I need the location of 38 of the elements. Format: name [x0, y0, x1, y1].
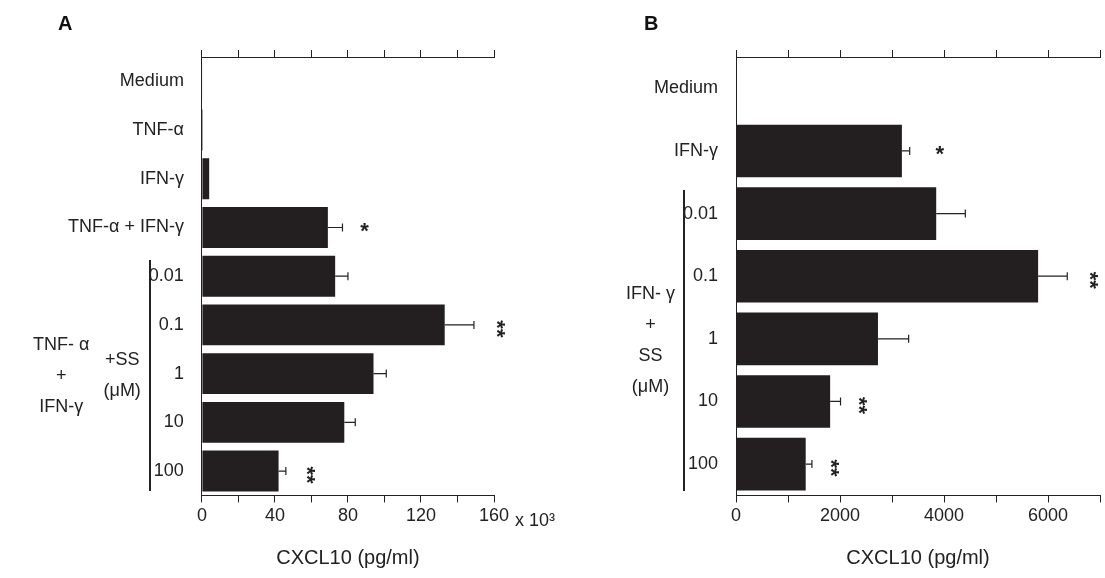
text: x 10³	[515, 510, 556, 531]
x-tick-label: 80	[337, 505, 358, 526]
text: TNF- α + IFN-γ	[33, 333, 90, 416]
chart-title: B	[644, 11, 659, 34]
text: IFN- γ + SS (μM)	[625, 283, 675, 397]
x-tick-label: 6000	[1027, 505, 1069, 526]
y-tick-label: 0.1	[158, 313, 184, 334]
annotation: **	[484, 320, 510, 338]
annotation: **	[847, 396, 873, 415]
y-tick-label: Medium	[119, 70, 184, 91]
y-tick-label: 1	[173, 362, 184, 383]
annotation: *	[360, 217, 370, 243]
annotation: **	[1078, 271, 1104, 290]
x-axis-title: CXCL10 (pg/ml)	[276, 545, 420, 568]
annotation: *	[935, 141, 945, 167]
x-tick-label: 160	[478, 505, 510, 526]
y-tick-label: IFN-γ	[139, 167, 184, 188]
x-tick-label: 0	[196, 505, 207, 526]
y-tick-label: 100	[687, 453, 719, 474]
x-tick-label: 4000	[923, 505, 965, 526]
y-tick-label: 0.1	[692, 265, 719, 286]
y-tick-label: 100	[153, 460, 184, 481]
y-tick-label: 10	[697, 390, 719, 411]
y-tick-label: IFN-γ	[674, 139, 719, 160]
x-axis-title: CXCL10 (pg/ml)	[846, 545, 990, 568]
y-tick-label: TNF-α + IFN-γ	[67, 216, 184, 237]
x-tick-label: 2000	[819, 505, 861, 526]
text: +SS (μM)	[103, 349, 141, 401]
x-tick-label: 40	[264, 505, 285, 526]
y-tick-label: TNF-α	[132, 119, 184, 140]
y-tick-label: 1	[708, 327, 719, 348]
annotation: **	[818, 459, 844, 478]
y-tick-label: Medium	[653, 77, 719, 98]
x-tick-label: 0	[731, 505, 742, 526]
y-tick-label: 10	[163, 411, 184, 432]
chart-title: A	[58, 11, 73, 34]
annotation: **	[294, 466, 320, 485]
x-tick-label: 120	[405, 505, 436, 526]
